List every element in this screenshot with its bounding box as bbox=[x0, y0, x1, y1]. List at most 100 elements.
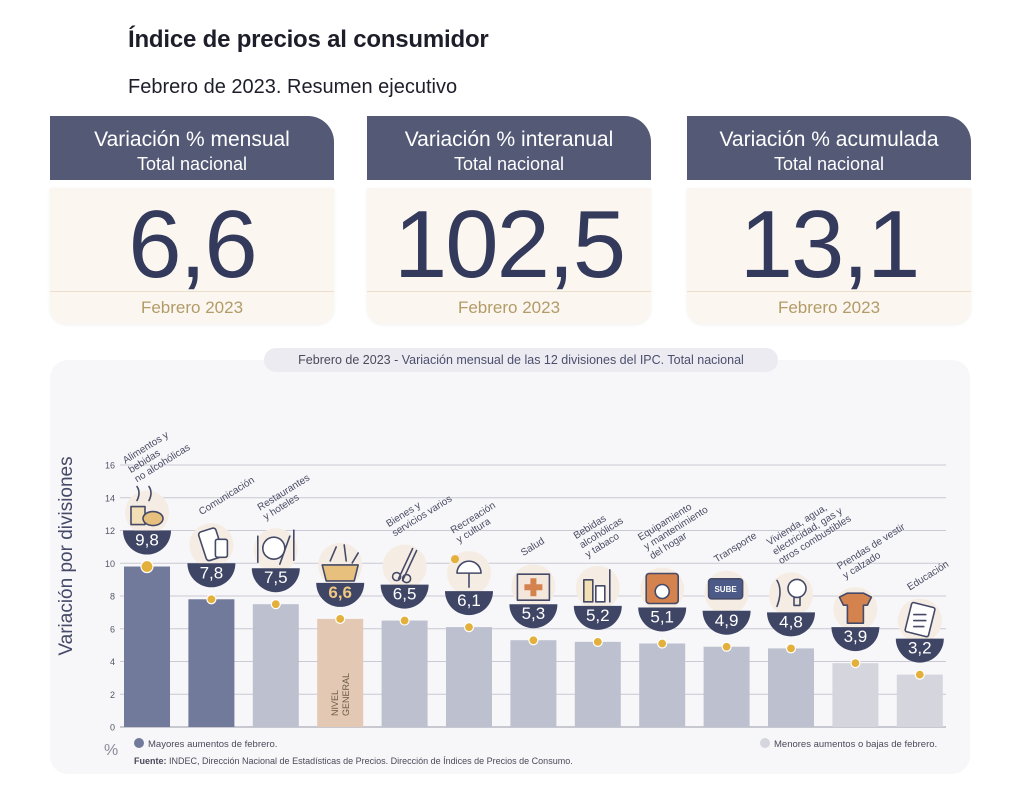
category-label: Equipamientoy mantenimientodel hogar bbox=[636, 495, 716, 562]
legend-high-dot bbox=[134, 738, 144, 748]
card-accumulated-scope: Total nacional bbox=[773, 154, 885, 174]
card-yearly-period: Febrero 2023 bbox=[367, 291, 651, 318]
value-badge bbox=[509, 604, 558, 629]
bar-top-dot bbox=[528, 635, 539, 646]
tshirt-icon bbox=[838, 592, 873, 624]
bar bbox=[252, 604, 299, 727]
card-yearly-body: 102,5 Febrero 2023 bbox=[367, 188, 651, 324]
category-label: Bebidasalcohólicasy tabaco bbox=[572, 506, 631, 560]
card-accumulated-label: Variación % acumulada bbox=[719, 128, 939, 151]
general-level-label-line: NIVEL bbox=[330, 690, 340, 716]
value-badge bbox=[831, 627, 880, 652]
umbrella-icon-top bbox=[456, 560, 482, 574]
chart-title: Febrero de 2023 - Variación mensual de l… bbox=[264, 348, 778, 372]
bulb-icon-glass bbox=[787, 578, 807, 599]
card-monthly-period: Febrero 2023 bbox=[50, 291, 334, 318]
category-label: Alimentos ybebidasno alcohólicas bbox=[121, 423, 192, 485]
bar-top-dot bbox=[270, 599, 281, 610]
cutlery-icon bbox=[257, 529, 295, 565]
value-badge bbox=[702, 610, 751, 635]
bar bbox=[446, 627, 492, 727]
bar-top-dot bbox=[721, 641, 732, 652]
bar bbox=[896, 674, 943, 727]
card-accumulated-value: 13,1 bbox=[739, 191, 921, 298]
page-title: Índice de precios al consumidor bbox=[128, 26, 489, 53]
card-accumulated-period: Febrero 2023 bbox=[687, 291, 971, 318]
chart-title-prefix: Febrero de 2023 bbox=[298, 353, 391, 367]
book-icon bbox=[904, 601, 936, 638]
bar bbox=[317, 618, 364, 727]
legend-high-label: Mayores aumentos de febrero. bbox=[148, 739, 278, 750]
card-accumulated-body: 13,1 Febrero 2023 bbox=[687, 188, 971, 324]
value-badge bbox=[767, 612, 815, 637]
first-aid-icon bbox=[516, 573, 551, 602]
source-label: Fuente: bbox=[134, 756, 167, 766]
bar bbox=[639, 643, 686, 727]
first-aid-icon-cross bbox=[524, 578, 543, 597]
bar bbox=[703, 646, 750, 727]
legend-low: Menores aumentos o bajas de febrero. bbox=[760, 738, 937, 750]
bar bbox=[124, 566, 170, 727]
category-label: Transporte bbox=[712, 530, 759, 565]
phone-icon-second bbox=[214, 538, 229, 559]
card-accumulated: Variación % acumulada Total nacional 13,… bbox=[687, 116, 971, 324]
phone-icon bbox=[197, 527, 229, 562]
bar-top-dot bbox=[335, 613, 346, 625]
source-text: INDEC, Dirección Nacional de Estadística… bbox=[169, 756, 573, 766]
y-tick-label: 4 bbox=[110, 657, 115, 667]
umbrella-icon bbox=[451, 555, 482, 588]
book-icon-cover bbox=[904, 601, 936, 638]
category-label-line: Salud bbox=[519, 536, 547, 559]
umbrella-icon-sun bbox=[451, 555, 459, 564]
card-yearly-value: 102,5 bbox=[393, 191, 626, 298]
bus-card-icon-text: SUBE bbox=[714, 585, 737, 594]
appliance-icon-door bbox=[654, 583, 671, 600]
value-badge bbox=[187, 563, 236, 588]
card-accumulated-header: Variación % acumulada Total nacional bbox=[687, 116, 971, 180]
bus-card-icon-card bbox=[707, 577, 744, 600]
data-label: 7,8 bbox=[200, 563, 224, 582]
y-tick-label: 16 bbox=[105, 461, 115, 471]
category-label-line: Comunicación bbox=[197, 475, 257, 518]
bulb-icon-base bbox=[776, 579, 801, 608]
card-monthly-body: 6,6 Febrero 2023 bbox=[50, 188, 334, 324]
general-level-label-line: GENERAL bbox=[341, 673, 351, 716]
bar-top-dot bbox=[914, 669, 925, 680]
card-yearly-scope: Total nacional bbox=[453, 154, 565, 174]
card-yearly: Variación % interanual Total nacional 10… bbox=[367, 116, 651, 324]
bar bbox=[188, 599, 235, 727]
book-icon-lines bbox=[913, 613, 927, 628]
y-tick-label: 6 bbox=[110, 624, 115, 634]
legend-high: Mayores aumentos de febrero. bbox=[134, 738, 277, 750]
chart-title-text: Variación mensual de las 12 divisiones d… bbox=[401, 353, 744, 367]
basket-icon bbox=[321, 544, 359, 582]
category-label: Recreacióny cultura bbox=[449, 500, 504, 545]
bar bbox=[768, 648, 814, 727]
bar bbox=[381, 620, 428, 727]
value-badge bbox=[251, 568, 300, 593]
value-badge bbox=[573, 605, 622, 630]
bar-top-dot bbox=[140, 559, 154, 574]
data-label: 5,1 bbox=[650, 607, 674, 626]
data-label: 6,6 bbox=[328, 583, 352, 602]
bottles-icon-b1 bbox=[582, 579, 594, 603]
data-label: 5,2 bbox=[586, 606, 610, 625]
general-level-label: NIVELGENERAL bbox=[330, 673, 351, 716]
bar-top-dot bbox=[463, 622, 475, 633]
basket-icon-items bbox=[329, 544, 359, 564]
bar-top-dot bbox=[785, 643, 797, 654]
bottles-icon bbox=[582, 569, 611, 603]
card-monthly-scope: Total nacional bbox=[136, 154, 248, 174]
cutlery-icon-tools bbox=[257, 529, 295, 565]
y-tick-label: 14 bbox=[105, 493, 115, 503]
bottles-icon-b2 bbox=[594, 585, 606, 603]
data-label: 4,9 bbox=[715, 611, 739, 630]
food-icon-bread bbox=[142, 510, 164, 527]
food-icon-box bbox=[130, 505, 146, 526]
data-label: 9,8 bbox=[135, 531, 159, 550]
value-badge bbox=[123, 530, 171, 555]
y-tick-label: 12 bbox=[105, 526, 115, 536]
y-tick-label: 2 bbox=[110, 690, 115, 700]
card-yearly-header: Variación % interanual Total nacional bbox=[367, 116, 651, 180]
